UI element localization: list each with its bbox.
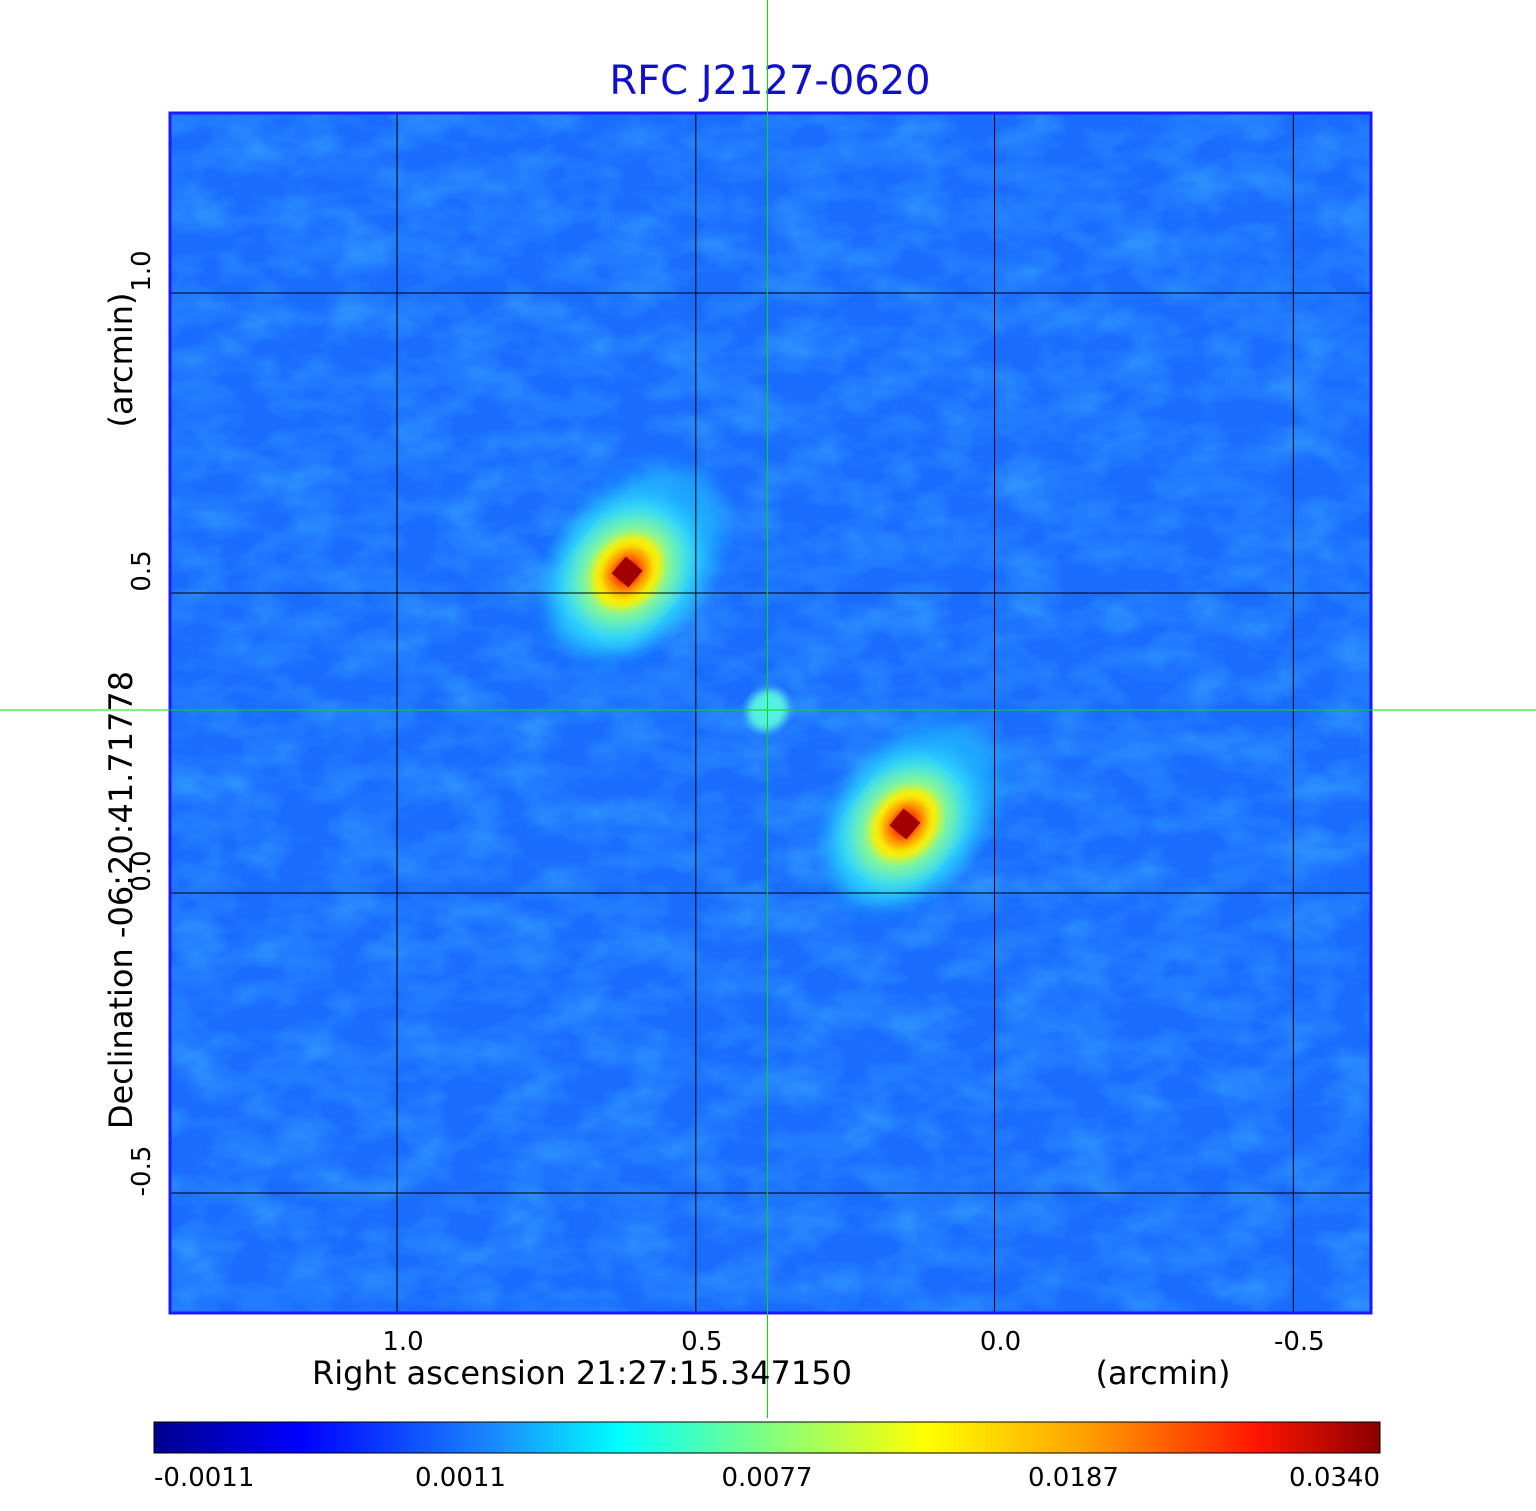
y-tick-label: -0.5 xyxy=(127,1146,157,1197)
y-tick-labels: 1.0 0.5 0.0 -0.5 xyxy=(127,250,157,1196)
x-tick-label: 0.5 xyxy=(681,1327,722,1357)
y-tick-label: 1.0 xyxy=(127,250,157,291)
y-tick-label: 0.5 xyxy=(127,550,157,591)
colorbar-tick-label: 0.0187 xyxy=(1028,1463,1119,1493)
crosshair xyxy=(0,0,1536,1418)
plot-frame xyxy=(168,111,1373,1315)
emission-feature xyxy=(546,468,724,658)
x-tick-label: -0.5 xyxy=(1274,1327,1325,1357)
colorbar-tick-label: 0.0077 xyxy=(722,1463,813,1493)
chart-title: RFC J2127-0620 xyxy=(609,58,930,104)
x-tick-label: 0.0 xyxy=(980,1327,1021,1357)
colorbar-tick-label: 0.0011 xyxy=(415,1463,506,1493)
y-tick-label: 0.0 xyxy=(127,850,157,891)
colorbar-tick-label: -0.0011 xyxy=(154,1463,254,1493)
colorbar xyxy=(153,1421,1381,1454)
emission-features xyxy=(546,468,1000,908)
emission-peak xyxy=(889,808,921,840)
image-plot-area xyxy=(170,113,1371,1313)
colorbar-tick-label: 0.0340 xyxy=(1289,1463,1380,1493)
x-axis-label: Right ascension 21:27:15.347150 xyxy=(312,1354,852,1392)
y-axis-label: Declination -06:20:41.71778 xyxy=(102,671,140,1129)
coordinate-grid xyxy=(170,113,1371,1313)
colorbar-tick-labels: -0.0011 0.0011 0.0077 0.0187 0.0340 xyxy=(154,1463,1380,1493)
emission-feature xyxy=(825,721,1000,908)
y-axis-unit: (arcmin) xyxy=(102,293,140,428)
x-axis-unit: (arcmin) xyxy=(1096,1354,1231,1392)
x-tick-label: 1.0 xyxy=(382,1327,423,1357)
x-tick-labels: 1.0 0.5 0.0 -0.5 xyxy=(382,1327,1324,1357)
emission-peak xyxy=(611,556,643,588)
